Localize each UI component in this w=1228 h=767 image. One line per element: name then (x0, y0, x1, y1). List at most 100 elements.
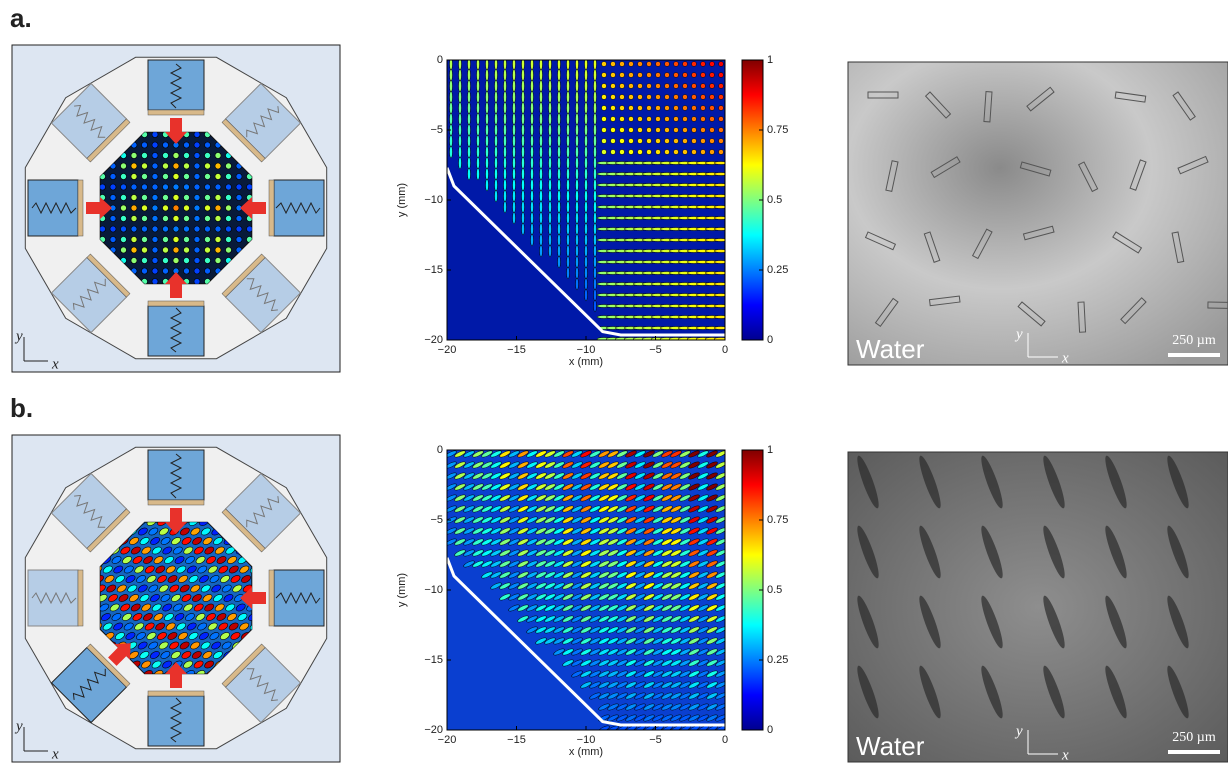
pattern-dot (184, 205, 190, 211)
colorbar-tick-label: 0.5 (767, 584, 782, 596)
field-blob (714, 316, 728, 319)
field-blob (531, 190, 534, 202)
pattern-dot (152, 237, 158, 243)
pattern-dot (236, 195, 242, 201)
field-blob (459, 157, 462, 169)
pattern-dot (194, 174, 200, 180)
field-blob (692, 128, 697, 133)
field-blob (674, 62, 679, 67)
pattern-dot (121, 163, 127, 169)
x-tick-label: −5 (649, 734, 662, 746)
field-blob (665, 150, 670, 155)
field-blob (549, 212, 552, 224)
field-blob (531, 113, 534, 125)
field-blob (459, 146, 462, 158)
field-blob (602, 117, 607, 122)
field-blob (459, 135, 462, 147)
field-blob (701, 73, 706, 78)
field-blob (504, 179, 507, 191)
field-blob (585, 80, 588, 92)
pattern-dot (226, 184, 232, 190)
field-blob (513, 113, 516, 125)
field-blob (629, 62, 634, 67)
field-blob (486, 146, 489, 158)
field-blob (585, 245, 588, 257)
field-blob (567, 201, 570, 213)
field-blob (611, 139, 616, 144)
field-blob (549, 245, 552, 257)
pattern-dot (131, 184, 137, 190)
field-blob (719, 84, 724, 89)
field-blob (540, 135, 543, 147)
field-blob (522, 124, 525, 136)
pattern-dot (142, 258, 148, 264)
pattern-dot (226, 205, 232, 211)
pattern-dot (236, 184, 242, 190)
field-blob (602, 106, 607, 111)
field-blob (504, 124, 507, 136)
colorbar-tick-label: 0.5 (767, 194, 782, 206)
field-blob (692, 73, 697, 78)
field-blob (459, 80, 462, 92)
field-blob (585, 113, 588, 125)
field-blob (576, 223, 579, 235)
field-blob (558, 179, 561, 191)
field-blob (486, 113, 489, 125)
field-blob (576, 234, 579, 246)
pattern-dot (142, 216, 148, 222)
pattern-dot (194, 205, 200, 211)
field-blob (576, 157, 579, 169)
field-blob (611, 128, 616, 133)
pattern-dot (163, 153, 169, 159)
field-blob (486, 102, 489, 114)
field-blob (531, 124, 534, 136)
field-blob (477, 113, 480, 125)
field-blob (468, 124, 471, 136)
field-blob (540, 102, 543, 114)
field-blob (647, 139, 652, 144)
pattern-dot (121, 216, 127, 222)
pattern-dot (205, 174, 211, 180)
colorbar-tick-label: 0.75 (767, 514, 788, 526)
pattern-dot (131, 216, 137, 222)
y-tick-label: 0 (437, 54, 443, 66)
field-blob (594, 223, 597, 235)
field-blob (549, 223, 552, 235)
field-blob (468, 80, 471, 92)
field-blob (594, 168, 597, 180)
field-blob (710, 106, 715, 111)
field-blob (611, 95, 616, 100)
field-blob (665, 84, 670, 89)
photo-axis-x: x (1061, 747, 1069, 763)
field-blob (549, 190, 552, 202)
field-blob (701, 62, 706, 67)
field-blob (714, 294, 728, 297)
pattern-dot (184, 268, 190, 274)
field-blob (629, 128, 634, 133)
field-blob (567, 245, 570, 257)
pattern-dot (121, 237, 127, 243)
field-blob (719, 150, 724, 155)
field-blob (585, 124, 588, 136)
pattern-dot (163, 216, 169, 222)
field-blob (567, 190, 570, 202)
field-blob (602, 139, 607, 144)
field-blob (638, 128, 643, 133)
field-blob (495, 124, 498, 136)
field-blob (576, 190, 579, 202)
photo-axis-x: x (1061, 350, 1069, 366)
field-blob (549, 135, 552, 147)
field-blob (665, 106, 670, 111)
colorbar-tick-label: 1 (767, 54, 773, 66)
field-blob (714, 228, 728, 231)
field-blob (585, 168, 588, 180)
pattern-dot (205, 195, 211, 201)
field-blob (576, 168, 579, 180)
field-blob (549, 69, 552, 81)
pattern-dot (184, 153, 190, 159)
field-blob (495, 190, 498, 202)
field-blob (647, 128, 652, 133)
transducer-plate (78, 180, 83, 236)
pattern-dot (194, 237, 200, 243)
field-blob (549, 179, 552, 191)
